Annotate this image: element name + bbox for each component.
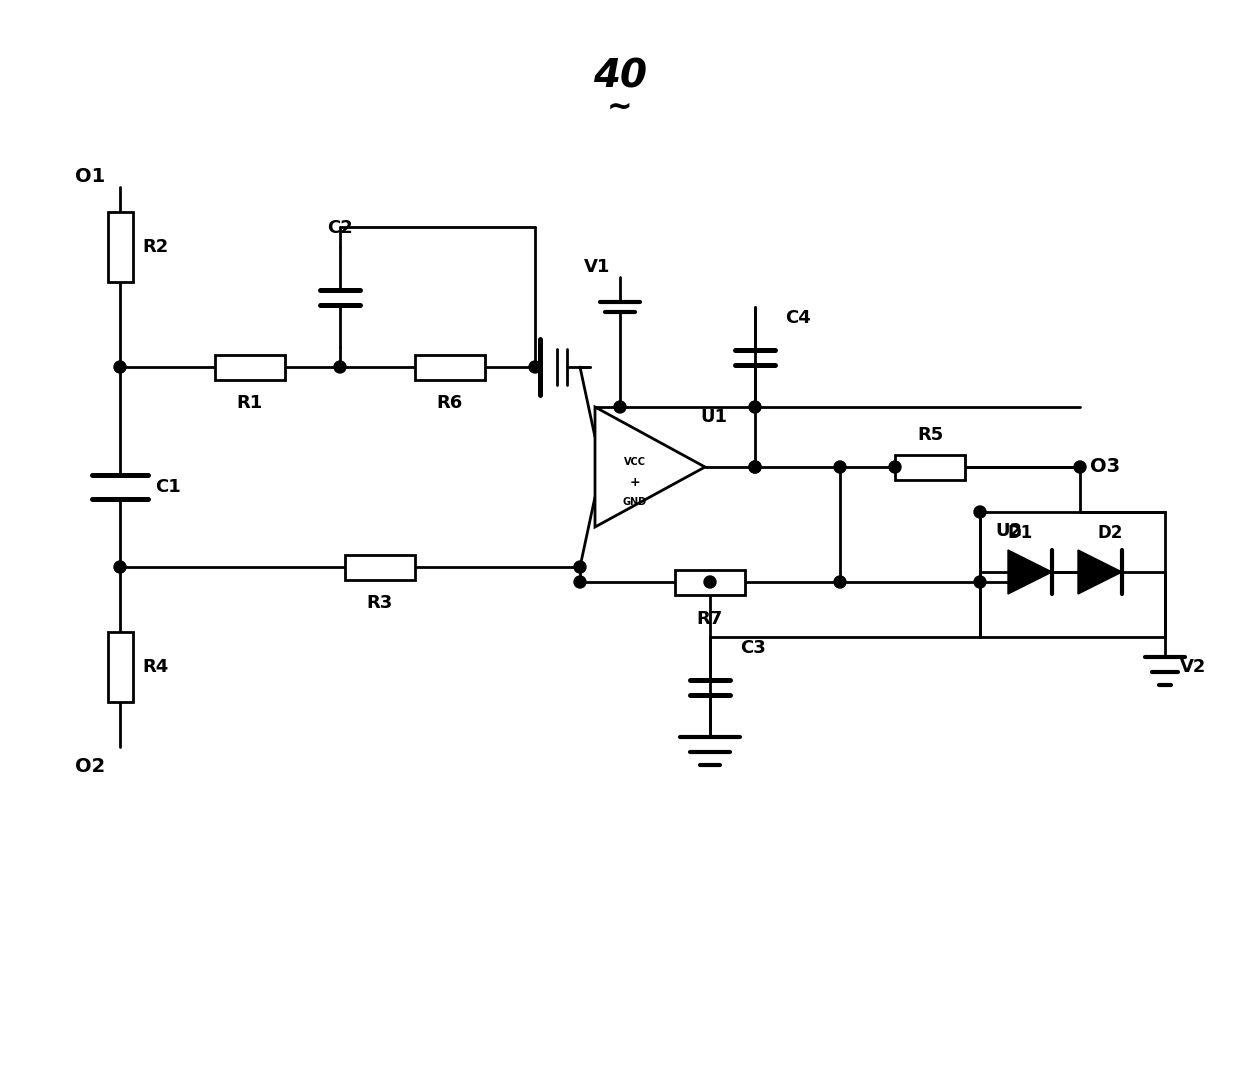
Polygon shape (595, 407, 706, 527)
Circle shape (114, 561, 126, 573)
Text: C2: C2 (327, 219, 353, 237)
Circle shape (529, 361, 541, 373)
Bar (415, 354, 485, 380)
Text: R2: R2 (143, 238, 169, 256)
Circle shape (889, 461, 901, 473)
Text: D1: D1 (1007, 524, 1033, 542)
Circle shape (574, 576, 587, 588)
Text: V1: V1 (584, 258, 610, 276)
Text: 40: 40 (593, 58, 647, 96)
Bar (895, 455, 965, 479)
Text: R3: R3 (367, 594, 393, 612)
Circle shape (704, 576, 715, 588)
Circle shape (614, 401, 626, 413)
Bar (215, 354, 285, 380)
Text: GND: GND (622, 497, 647, 507)
Text: +: + (630, 476, 640, 489)
Polygon shape (1078, 550, 1122, 594)
Bar (675, 570, 745, 594)
Circle shape (749, 401, 761, 413)
Text: VCC: VCC (624, 457, 646, 467)
Text: ~: ~ (608, 93, 632, 122)
Text: R6: R6 (436, 395, 463, 413)
Text: U1: U1 (701, 408, 727, 426)
Text: D2: D2 (1097, 524, 1122, 542)
Text: V2: V2 (1180, 658, 1207, 676)
Circle shape (334, 361, 346, 373)
Text: U2: U2 (994, 522, 1022, 540)
Bar (980, 512, 1166, 637)
Circle shape (973, 576, 986, 588)
Text: O3: O3 (1090, 458, 1120, 477)
Circle shape (835, 576, 846, 588)
Text: R5: R5 (916, 427, 944, 445)
Text: R1: R1 (237, 395, 263, 413)
Text: C3: C3 (740, 639, 766, 657)
Bar (108, 212, 133, 282)
Circle shape (973, 506, 986, 517)
Circle shape (749, 461, 761, 473)
Circle shape (1074, 461, 1086, 473)
Circle shape (574, 561, 587, 573)
Text: C4: C4 (785, 309, 811, 327)
Text: R7: R7 (697, 609, 723, 627)
Bar (108, 632, 133, 702)
Bar (345, 555, 415, 579)
Text: O1: O1 (74, 168, 105, 187)
Polygon shape (1008, 550, 1052, 594)
Circle shape (835, 461, 846, 473)
Text: C1: C1 (155, 478, 181, 496)
Text: O2: O2 (74, 758, 105, 777)
Circle shape (114, 361, 126, 373)
Text: R4: R4 (143, 658, 169, 676)
Circle shape (749, 461, 761, 473)
